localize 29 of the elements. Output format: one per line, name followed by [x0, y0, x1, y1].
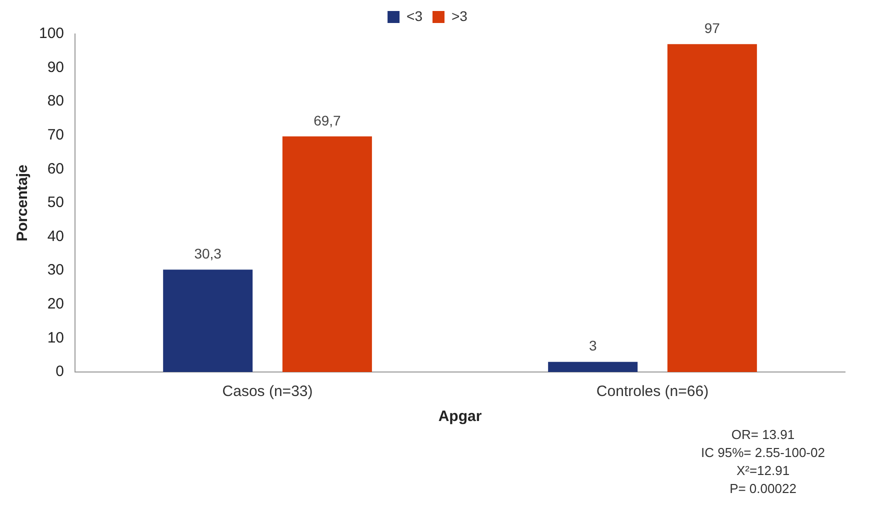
data-label: 97: [704, 20, 720, 36]
x-tick-label: Controles (n=66): [596, 383, 709, 400]
x-axis-title: Apgar: [438, 408, 482, 426]
y-tick-label: 20: [47, 296, 64, 313]
y-tick-label: 80: [47, 92, 64, 110]
text: X²=12.91: [735, 462, 791, 480]
y-tick-label: 60: [47, 160, 64, 178]
y-axis-title: Porcentaje: [14, 164, 32, 242]
y-tick-label: 70: [47, 126, 64, 144]
data-label: 3: [588, 338, 597, 354]
y-tick-label: 10: [47, 329, 64, 346]
bar: [282, 136, 372, 372]
legend-label: >3: [452, 8, 468, 24]
text: IC 95%= 2.55-100-02: [700, 444, 826, 462]
bar: [667, 44, 757, 372]
x-tick-label: Casos (n=33): [222, 383, 313, 400]
y-tick-label: 50: [47, 194, 64, 212]
y-tick-label: 90: [47, 58, 64, 76]
y-tick-label: 40: [47, 228, 64, 245]
text: P= 0.00022: [728, 480, 798, 498]
y-tick-label: 100: [38, 25, 64, 42]
y-tick-label: 0: [56, 363, 64, 380]
data-label: 30,3: [194, 245, 222, 262]
y-tick-label: 30: [47, 262, 64, 279]
data-label: 69,7: [314, 112, 342, 128]
text: OR= 13.91: [730, 426, 796, 444]
bar: [163, 270, 253, 372]
legend-label: <3: [406, 8, 423, 24]
bar: [548, 362, 638, 372]
